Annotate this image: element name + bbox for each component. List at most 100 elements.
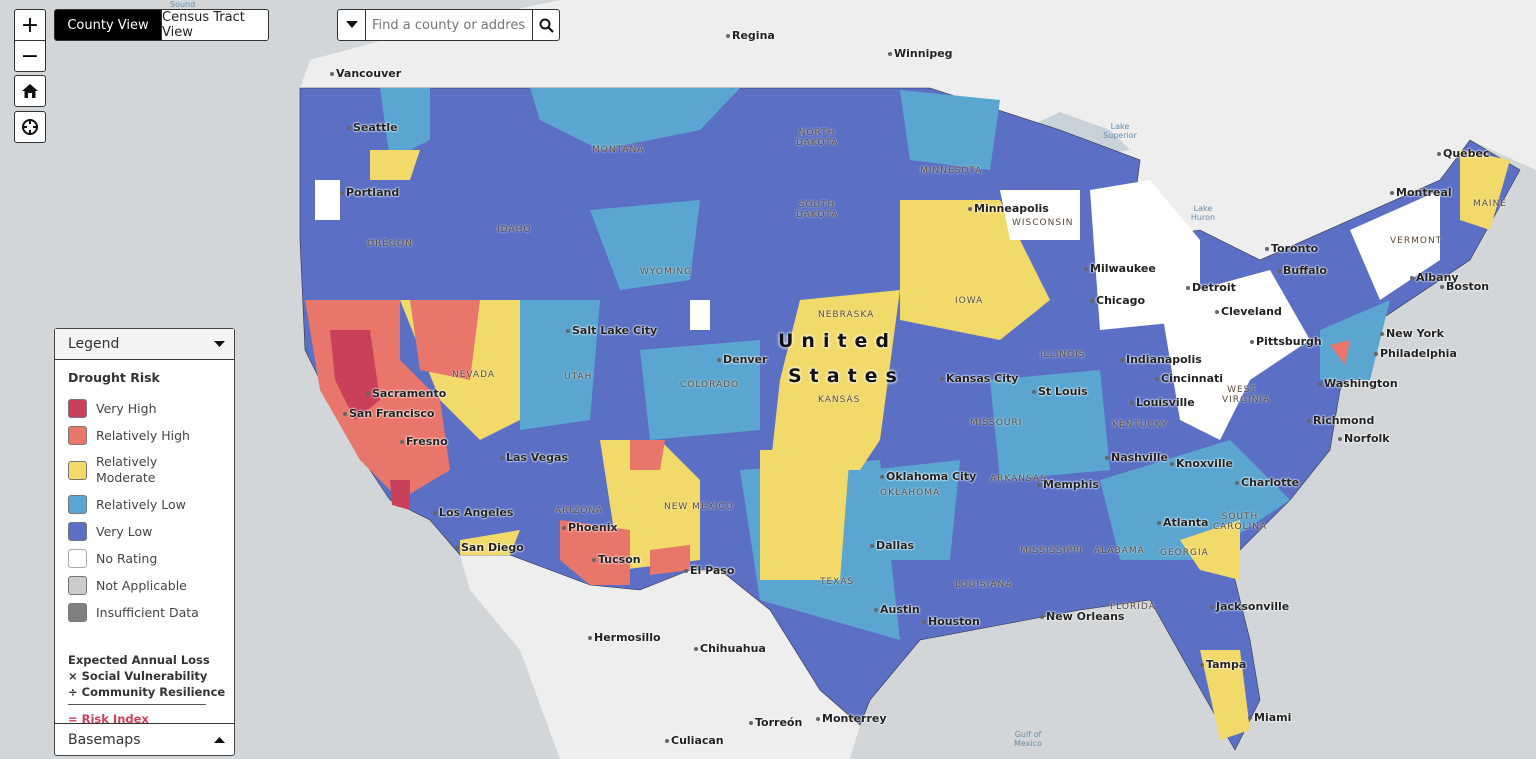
state-label: SOUTH DAKOTA <box>796 200 839 220</box>
state-label: UTAH <box>564 372 593 382</box>
city-label: Buffalo <box>1277 264 1327 277</box>
city-label: Las Vegas <box>500 451 568 464</box>
city-label: Los Angeles <box>433 506 513 519</box>
country-label: States <box>788 365 905 387</box>
legend-item-relatively-low: Relatively Low <box>68 491 234 518</box>
legend-item-insufficient-data: Insufficient Data <box>68 599 234 626</box>
state-label: WEST VIRGINIA <box>1222 385 1271 405</box>
locate-button[interactable] <box>14 111 46 143</box>
water-label: Lake Huron <box>1190 204 1216 222</box>
city-label: Sacramento <box>366 387 446 400</box>
legend-layer-title: Drought Risk <box>68 370 160 385</box>
legend-item-relatively-moderate: Relatively Moderate <box>68 449 234 491</box>
city-label: Philadelphia <box>1374 347 1457 360</box>
legend-item-no-rating: No Rating <box>68 545 234 572</box>
search-input[interactable] <box>366 10 532 40</box>
water-label: Lake Superior <box>1103 122 1137 140</box>
state-label: MISSISSIPPI <box>1020 546 1084 556</box>
state-label: KANSAS <box>818 395 861 405</box>
relatively-moderate-regions <box>370 150 1510 740</box>
home-button[interactable] <box>14 75 46 107</box>
city-label: San Francisco <box>343 407 434 420</box>
city-label: Culiacan <box>665 734 724 747</box>
city-label: Toronto <box>1265 242 1318 255</box>
city-label: Miami <box>1248 711 1291 724</box>
state-label: NEBRASKA <box>818 310 875 320</box>
city-label: Austin <box>874 603 920 616</box>
zoom-out-button[interactable]: − <box>20 43 40 69</box>
search-dropdown-button[interactable] <box>338 10 366 40</box>
city-label: Oklahoma City <box>880 470 976 483</box>
legend-panel: Legend Drought Risk Very High Relatively… <box>54 328 235 756</box>
state-label: NORTH DAKOTA <box>796 128 839 148</box>
city-label: Houston <box>922 615 980 628</box>
home-icon <box>15 76 45 106</box>
state-label: TEXAS <box>820 577 855 587</box>
city-label: Hermosillo <box>588 631 661 644</box>
census-tract-view-button[interactable]: Census Tract View <box>161 10 268 40</box>
state-label: LOUISIANA <box>955 580 1013 590</box>
water-label: Sound <box>170 0 196 9</box>
city-label: Minneapolis <box>968 202 1049 215</box>
state-label: WISCONSIN <box>1012 218 1074 228</box>
basemaps-toggle[interactable]: Basemaps <box>55 723 234 755</box>
state-label: FLORIDA <box>1110 602 1156 612</box>
city-label: Chihuahua <box>694 642 766 655</box>
city-label: Nashville <box>1105 451 1168 464</box>
city-label: Tampa <box>1200 658 1246 671</box>
city-label: Denver <box>717 353 767 366</box>
city-label: El Paso <box>684 564 734 577</box>
legend-item-not-applicable: Not Applicable <box>68 572 234 599</box>
city-label: Atlanta <box>1157 516 1208 529</box>
city-label: New York <box>1380 327 1444 340</box>
legend-header[interactable]: Legend <box>55 329 234 360</box>
state-label: MONTANA <box>592 145 645 155</box>
state-label: IOWA <box>955 296 984 306</box>
city-label: Montreal <box>1390 186 1452 199</box>
city-label: Seattle <box>347 121 398 134</box>
city-label: Regina <box>726 29 775 42</box>
legend-item-very-high: Very High <box>68 395 234 422</box>
city-label: Monterrey <box>816 712 887 725</box>
city-label: St Louis <box>1032 385 1088 398</box>
city-label: Jacksonville <box>1210 600 1289 613</box>
state-label: GEORGIA <box>1160 548 1209 558</box>
state-label: OREGON <box>367 239 413 249</box>
caret-down-icon <box>214 340 225 347</box>
state-label: KENTUCKY <box>1112 420 1168 430</box>
city-label: Torreón <box>749 716 802 729</box>
state-label: VERMONT <box>1390 236 1443 246</box>
country-label: United <box>778 330 898 352</box>
city-label: Knoxville <box>1170 457 1233 470</box>
canada-land <box>300 0 1536 260</box>
search-button[interactable] <box>532 10 559 40</box>
city-label: Norfolk <box>1338 432 1390 445</box>
city-label: Detroit <box>1186 281 1236 294</box>
relatively-low-regions <box>380 88 1390 640</box>
legend-item-very-low: Very Low <box>68 518 234 545</box>
city-label: Fresno <box>400 435 448 448</box>
city-label: Phoenix <box>562 521 618 534</box>
state-label: WYOMING <box>640 267 693 277</box>
city-label: San Diego <box>455 541 524 554</box>
search-icon <box>539 18 554 33</box>
legend-item-relatively-high: Relatively High <box>68 422 234 449</box>
city-label: Boston <box>1440 280 1489 293</box>
state-label: IDAHO <box>497 225 532 235</box>
caret-down-icon <box>345 21 358 28</box>
zoom-in-button[interactable]: + <box>15 10 45 41</box>
city-label: Tucson <box>592 553 641 566</box>
state-label: MAINE <box>1473 199 1507 209</box>
water-label: Gulf of Mexico <box>1014 730 1042 748</box>
county-view-button[interactable]: County View <box>55 10 161 40</box>
view-toggle: County View Census Tract View <box>54 9 269 41</box>
city-label: Cleveland <box>1215 305 1282 318</box>
crosshair-icon <box>15 112 45 142</box>
state-label: ALABAMA <box>1094 546 1145 556</box>
city-label: New Orleans <box>1040 610 1124 623</box>
state-label: ARKANSAS <box>990 474 1047 484</box>
city-label: Vancouver <box>330 67 401 80</box>
zoom-control: + − <box>14 9 46 72</box>
state-label: OKLAHOMA <box>880 488 941 498</box>
